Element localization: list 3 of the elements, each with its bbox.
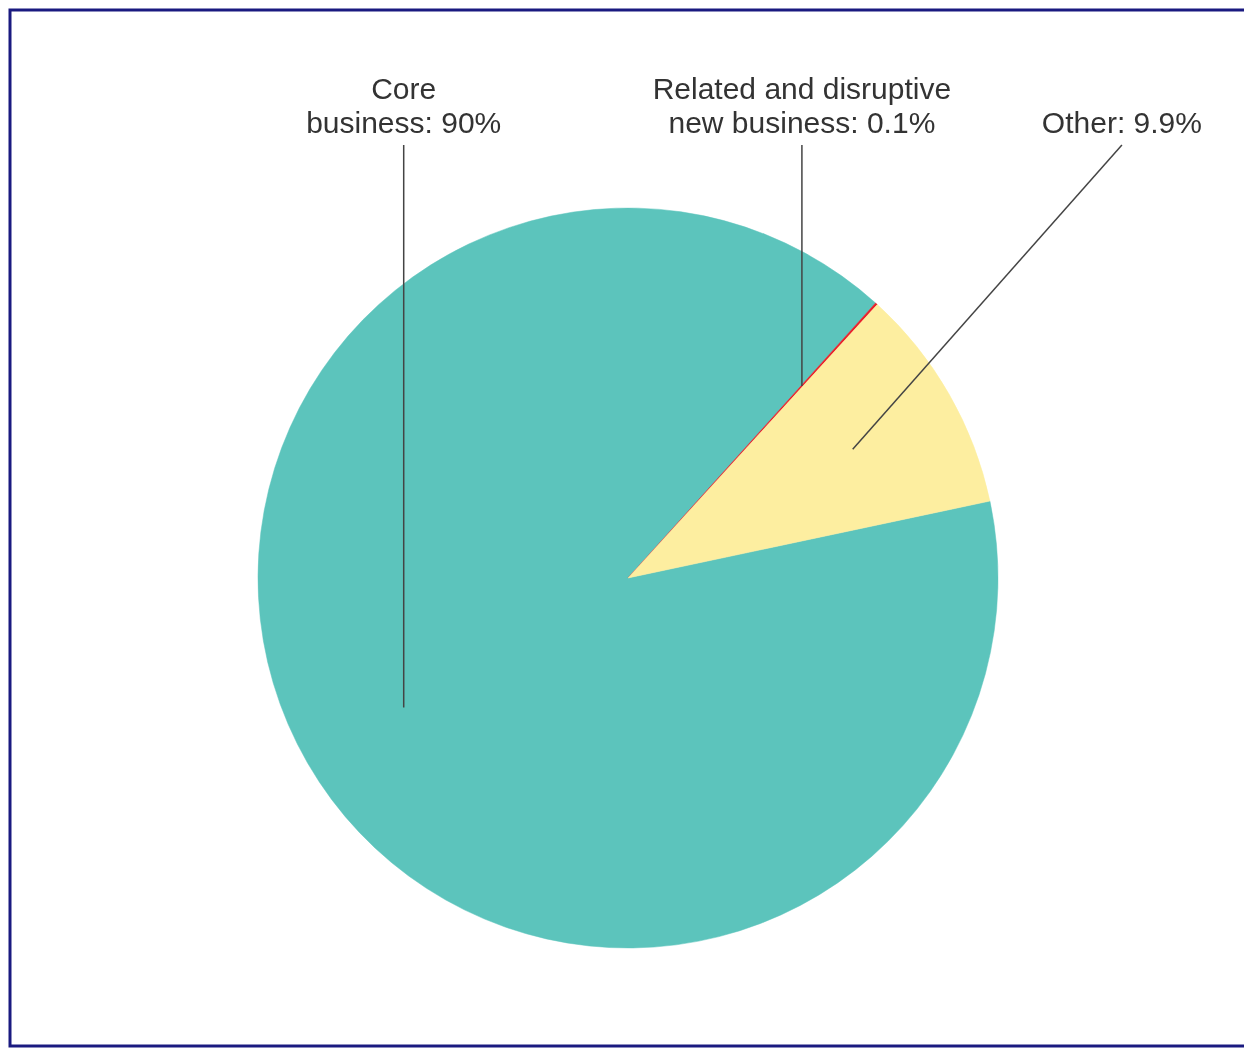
slice-label: Related and disruptive new business: 0.1%: [652, 71, 952, 139]
slice-label: Other: 9.9%: [1041, 106, 1202, 139]
slice-label: Core business: 90%: [306, 71, 502, 139]
